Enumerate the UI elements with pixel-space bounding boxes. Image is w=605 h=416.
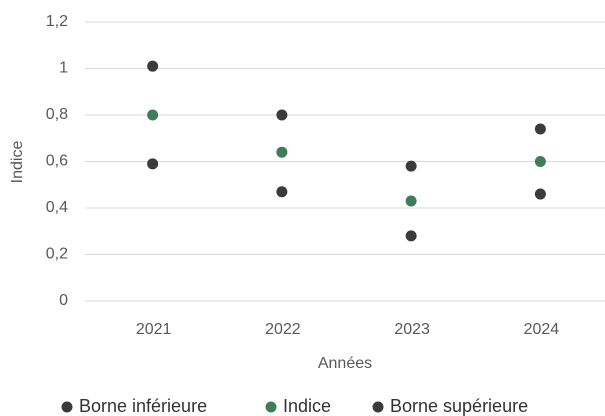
x-tick-label: 2024	[524, 321, 560, 338]
legend-label: Indice	[283, 396, 331, 416]
y-tick-label: 1,2	[46, 13, 68, 30]
y-tick-label: 0	[59, 292, 68, 309]
y-axis-title: Indice	[9, 141, 26, 184]
x-axis-title: Années	[318, 355, 372, 372]
legend-marker	[265, 401, 277, 413]
data-point	[276, 146, 288, 158]
data-point	[534, 188, 546, 200]
x-tick-label: 2022	[265, 321, 301, 338]
y-tick-label: 0,6	[46, 153, 68, 170]
data-point	[276, 186, 288, 198]
data-point	[534, 156, 546, 167]
x-tick-label: 2021	[136, 321, 172, 338]
data-point	[534, 123, 546, 135]
legend-label: Borne supérieure	[390, 396, 528, 416]
legend-marker	[61, 401, 73, 413]
y-tick-label: 0,2	[46, 246, 68, 263]
data-point	[405, 160, 417, 172]
data-point	[147, 109, 159, 121]
data-point	[276, 109, 288, 121]
legend-marker	[372, 401, 384, 413]
y-tick-label: 0,4	[46, 199, 68, 216]
data-point	[405, 230, 417, 242]
legend-label: Borne inférieure	[79, 396, 207, 416]
data-point	[147, 158, 159, 170]
data-point	[147, 60, 159, 72]
data-point	[405, 195, 417, 207]
x-tick-label: 2023	[394, 321, 430, 338]
y-tick-label: 0,8	[46, 106, 68, 123]
y-tick-label: 1	[59, 60, 68, 77]
